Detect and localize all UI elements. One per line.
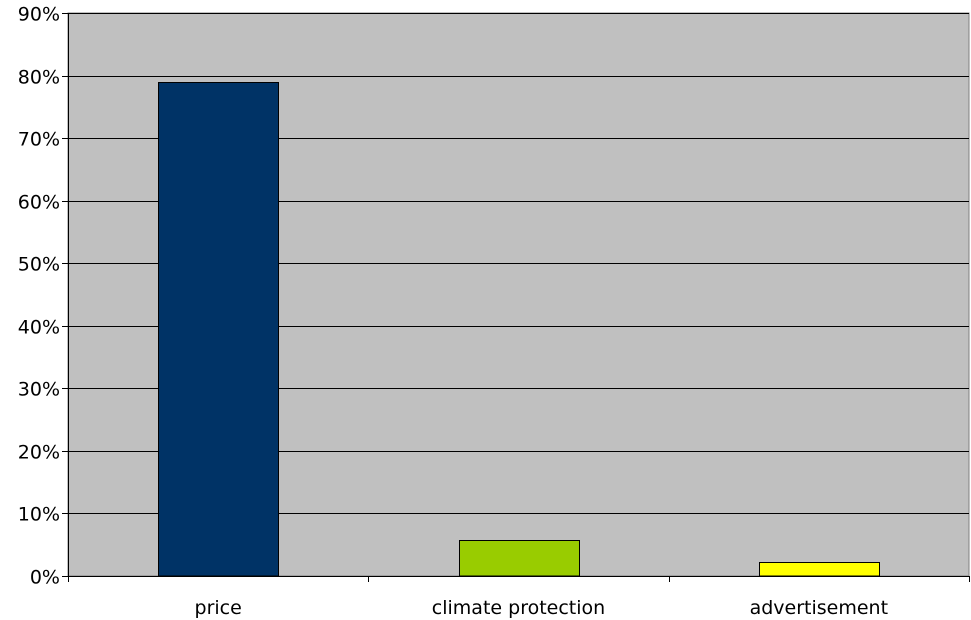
y-tick-label: 30% <box>18 379 60 401</box>
y-tick-labels: 0% 10% 20% 30% 40% 50% 60% 70% 80% 90% <box>18 4 60 589</box>
y-tick-label: 50% <box>18 254 60 276</box>
y-tick-label: 70% <box>18 129 60 151</box>
y-tick-label: 40% <box>18 317 60 339</box>
y-tick-label: 90% <box>18 4 60 26</box>
bar-advertisement <box>759 562 880 577</box>
y-tick-label: 20% <box>18 442 60 464</box>
y-tick-label: 0% <box>30 567 60 589</box>
x-category-labels: price climate protection advertisement <box>195 597 889 619</box>
x-category-label: price <box>195 597 242 619</box>
y-tick-label: 10% <box>18 504 60 526</box>
bars <box>158 82 880 577</box>
bar-price <box>158 82 279 577</box>
x-category-label: advertisement <box>750 597 888 619</box>
y-tick-label: 60% <box>18 192 60 214</box>
y-tick-label: 80% <box>18 67 60 89</box>
axes <box>62 13 970 582</box>
bar-climate-protection <box>459 540 580 577</box>
x-category-label: climate protection <box>432 597 605 619</box>
